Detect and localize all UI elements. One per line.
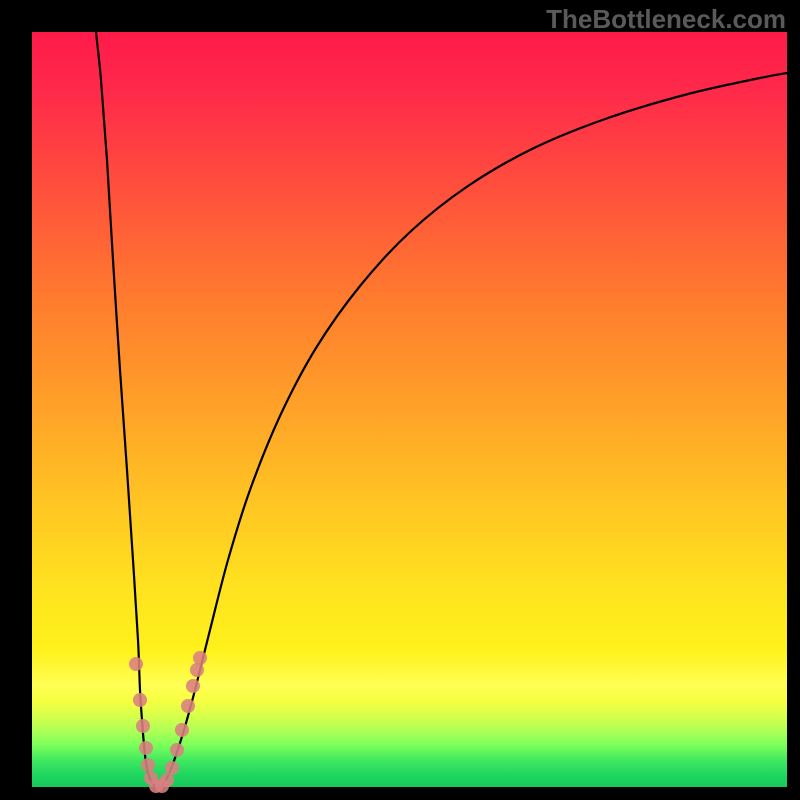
data-marker: [190, 663, 204, 677]
data-marker: [181, 699, 195, 713]
data-marker: [193, 651, 207, 665]
data-marker: [139, 741, 153, 755]
plot-background: [32, 32, 787, 787]
data-marker: [175, 723, 189, 737]
data-marker: [186, 679, 200, 693]
data-marker: [141, 758, 155, 772]
watermark-text: TheBottleneck.com: [546, 4, 786, 35]
chart-svg: [0, 0, 800, 800]
data-marker: [136, 719, 150, 733]
data-marker: [165, 761, 179, 775]
data-marker: [129, 657, 143, 671]
bottleneck-chart: TheBottleneck.com: [0, 0, 800, 800]
data-marker: [160, 773, 174, 787]
data-marker: [170, 743, 184, 757]
data-marker: [133, 693, 147, 707]
